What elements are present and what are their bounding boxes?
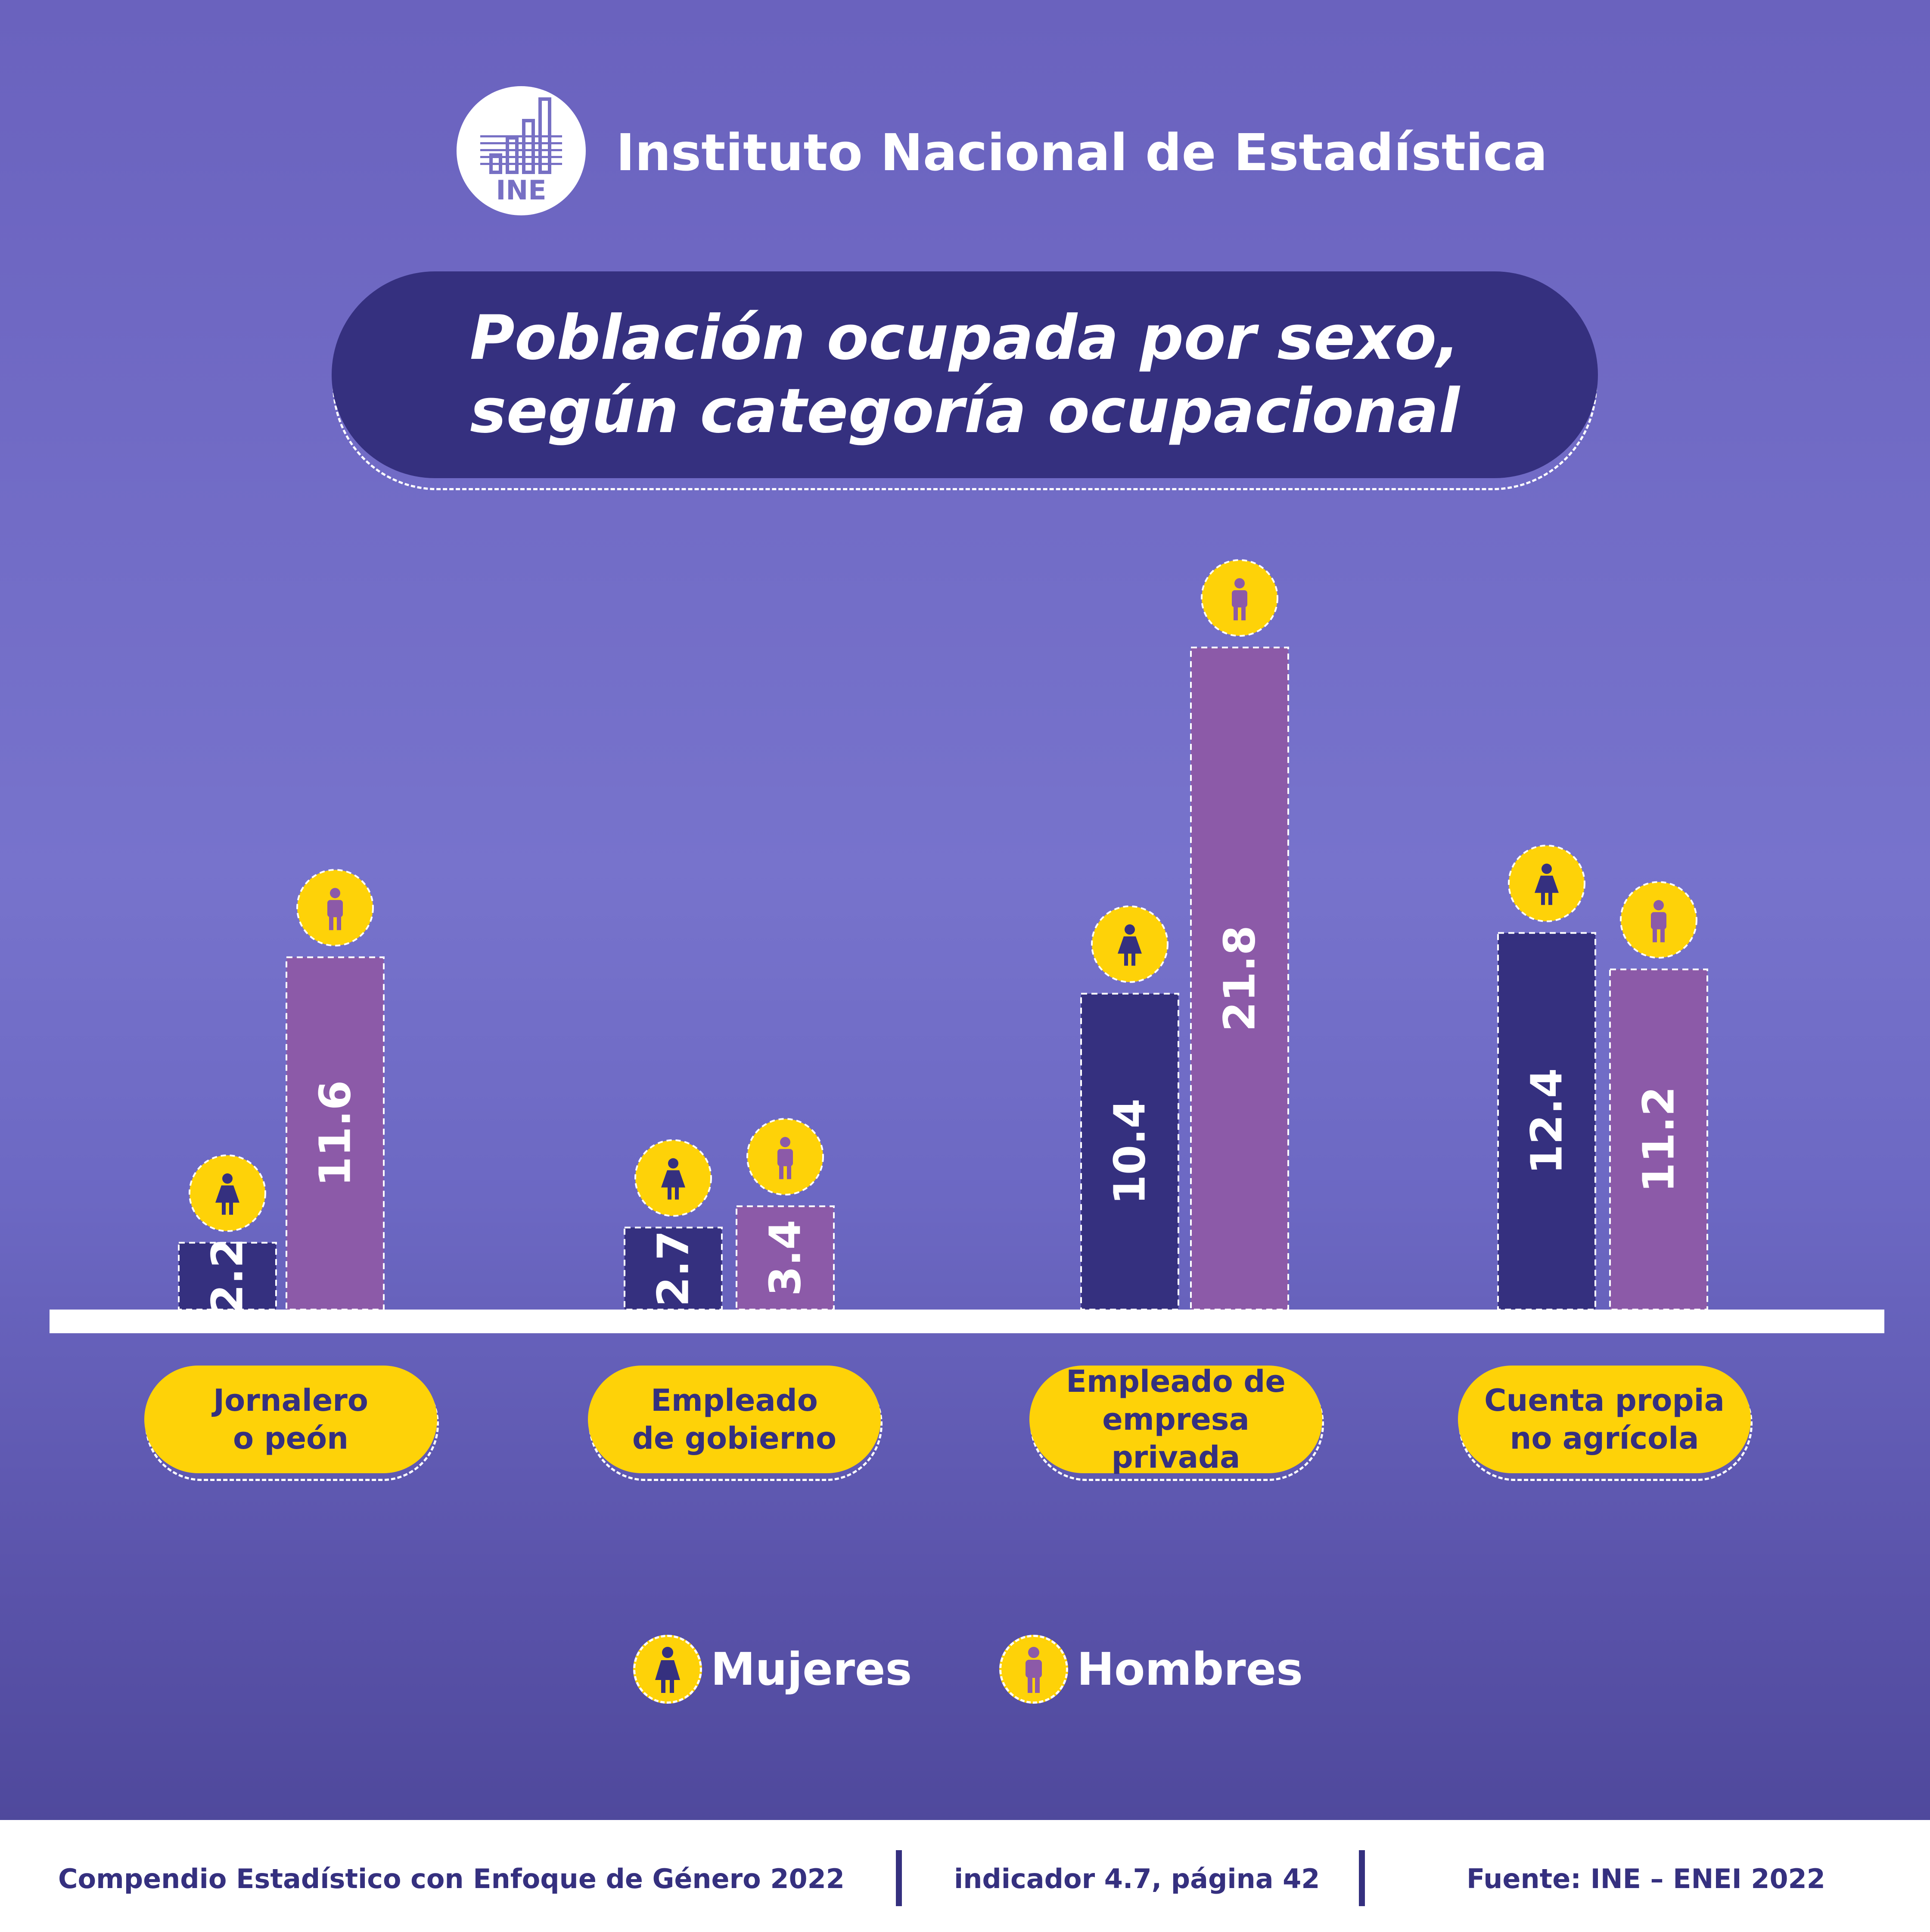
category-label: Jornalero o peón bbox=[153, 1381, 429, 1457]
bar-hombres-cuenta-propia-no-agricola bbox=[1609, 968, 1708, 1310]
footer-publication: Compendio Estadístico con Enfoque de Gén… bbox=[58, 1863, 845, 1895]
category-label: Empleado de gobierno bbox=[597, 1381, 872, 1457]
footer-separator-1 bbox=[896, 1850, 902, 1906]
footer-separator-2 bbox=[1359, 1850, 1365, 1906]
category-label-line-2: empresa privada bbox=[1102, 1402, 1249, 1475]
bar-mujeres-cuenta-propia-no-agricola bbox=[1497, 932, 1596, 1311]
man-icon bbox=[1201, 559, 1278, 637]
footer: Compendio Estadístico con Enfoque de Gén… bbox=[0, 1820, 1930, 1932]
bar-group-empleado-de-gobierno: 2.7 3.4 bbox=[624, 1118, 835, 1311]
value-label-hombres-empleado-de-empresa-privada: 21.8 bbox=[1215, 925, 1265, 1032]
legend-label-mujeres: Mujeres bbox=[711, 1643, 912, 1696]
woman-icon bbox=[189, 1154, 266, 1232]
bar-mujeres-jornalero-o-peon bbox=[178, 1241, 277, 1310]
category-label-line-1: Cuenta propia bbox=[1484, 1383, 1725, 1418]
value-label-hombres-empleado-de-gobierno: 3.4 bbox=[760, 1220, 811, 1296]
category-label: Cuenta propia no agrícola bbox=[1467, 1381, 1742, 1457]
legend: Mujeres Hombres bbox=[0, 1630, 1930, 1708]
category-label-line-2: de gobierno bbox=[632, 1421, 837, 1456]
value-label-hombres-jornalero-o-peon: 11.6 bbox=[310, 1080, 361, 1187]
man-icon bbox=[1620, 881, 1697, 959]
ine-logo: INE bbox=[457, 86, 586, 215]
category-label-line-1: Empleado bbox=[651, 1383, 818, 1418]
man-icon bbox=[999, 1635, 1068, 1704]
value-label-mujeres-cuenta-propia-no-agricola: 12.4 bbox=[1522, 1068, 1572, 1175]
woman-icon bbox=[1508, 844, 1585, 922]
footer-indicator: indicador 4.7, página 42 bbox=[954, 1863, 1320, 1895]
man-icon bbox=[746, 1118, 824, 1196]
value-label-mujeres-jornalero-o-peon: 2.2 bbox=[202, 1238, 253, 1314]
category-pill-cuenta-propia-no-agricola: Cuenta propia no agrícola bbox=[1458, 1366, 1751, 1473]
header: INE Instituto Nacional de Estadística bbox=[0, 0, 1930, 224]
category-pill-empleado-de-empresa-privada: Empleado de empresa privada bbox=[1029, 1363, 1322, 1476]
category-label: Empleado de empresa privada bbox=[1038, 1363, 1314, 1476]
category-pill-empleado-de-gobierno: Empleado de gobierno bbox=[588, 1366, 881, 1473]
bar-group-jornalero-o-peon: 2.2 11.6 bbox=[178, 869, 385, 1314]
category-pill-jornalero-o-peon: Jornalero o peón bbox=[144, 1366, 437, 1473]
bar-chart-logo-icon bbox=[480, 97, 562, 174]
legend-item-mujeres: Mujeres bbox=[633, 1630, 912, 1708]
value-label-mujeres-empleado-de-gobierno: 2.7 bbox=[648, 1230, 699, 1307]
legend-label-hombres: Hombres bbox=[1077, 1643, 1303, 1696]
bar-hombres-empleado-de-gobierno bbox=[736, 1205, 835, 1311]
org-name: Instituto Nacional de Estadística bbox=[616, 123, 1548, 182]
category-label-line-2: o peón bbox=[233, 1421, 348, 1456]
chart-title-line-2: según categoría ocupacional bbox=[470, 376, 1460, 447]
value-label-hombres-cuenta-propia-no-agricola: 11.2 bbox=[1634, 1086, 1684, 1193]
chart-title: Población ocupada por sexo, según catego… bbox=[332, 302, 1598, 448]
man-icon bbox=[296, 869, 374, 947]
category-label-line-1: Jornalero bbox=[213, 1383, 368, 1418]
woman-icon bbox=[633, 1635, 702, 1704]
category-label-line-1: Empleado de bbox=[1066, 1364, 1286, 1399]
chart-title-line-1: Población ocupada por sexo, bbox=[469, 302, 1460, 373]
bar-mujeres-empleado-de-empresa-privada bbox=[1080, 992, 1179, 1311]
logo-text: INE bbox=[496, 174, 547, 206]
woman-icon bbox=[634, 1139, 712, 1217]
value-label-mujeres-empleado-de-empresa-privada: 10.4 bbox=[1105, 1098, 1155, 1205]
title-pill bbox=[332, 271, 1598, 478]
bar-group-empleado-de-empresa-privada: 10.4 21.8 bbox=[1080, 559, 1289, 1311]
legend-item-hombres: Hombres bbox=[999, 1630, 1303, 1708]
bar-hombres-jornalero-o-peon bbox=[286, 956, 385, 1310]
footer-source: Fuente: INE – ENEI 2022 bbox=[1467, 1863, 1825, 1895]
woman-icon bbox=[1091, 905, 1169, 983]
bar-group-cuenta-propia-no-agricola: 12.4 11.2 bbox=[1497, 844, 1708, 1311]
category-label-line-2: no agrícola bbox=[1510, 1421, 1699, 1456]
x-axis-baseline bbox=[50, 1310, 1884, 1333]
bar-hombres-empleado-de-empresa-privada bbox=[1190, 647, 1289, 1310]
